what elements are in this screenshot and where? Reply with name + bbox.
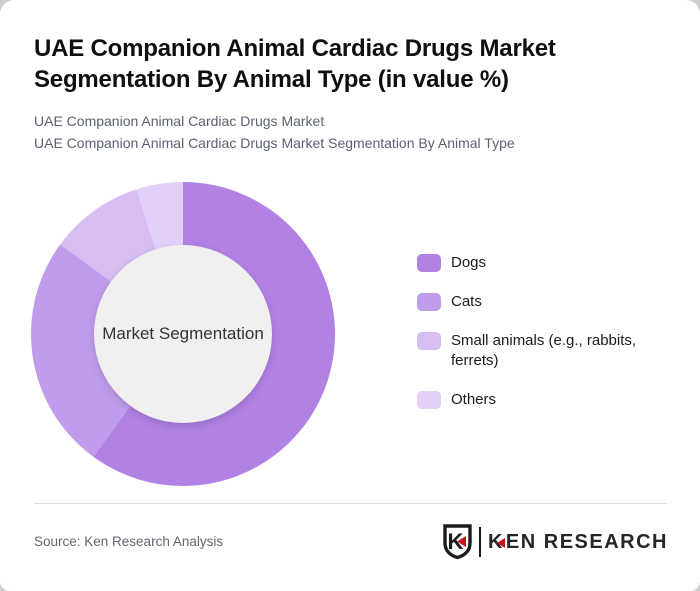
subtitle-line-1: UAE Companion Animal Cardiac Drugs Marke… (34, 113, 325, 129)
legend-label-dogs: Dogs (451, 254, 487, 271)
legend-item-small-animals: Small animals (e.g., rabbits, ferrets) (417, 331, 657, 371)
donut-center-label: Market Segmentation (102, 324, 264, 343)
footer-divider (34, 503, 667, 504)
svg-text:K: K (448, 529, 464, 554)
legend-item-cats: Cats (417, 292, 657, 312)
legend-swatch-dogs (417, 254, 441, 272)
donut-hole: Market Segmentation (94, 245, 272, 423)
logo-separator (478, 527, 481, 557)
logo-red-triangle-icon (496, 538, 505, 548)
ken-research-shield-icon: K (443, 524, 472, 560)
legend-label-others: Others (451, 391, 497, 408)
legend-swatch-small-animals (417, 332, 441, 350)
page-title: UAE Companion Animal Cardiac Drugs Marke… (34, 35, 556, 93)
chart-subtitle: UAE Companion Animal Cardiac Drugs Marke… (34, 110, 674, 154)
donut-chart-container: Market Segmentation (31, 182, 335, 486)
legend-item-dogs: Dogs (417, 253, 657, 273)
legend-swatch-others (417, 391, 441, 409)
logo-word-rest: EN RESEARCH (505, 530, 668, 553)
ken-research-logo: K K EN RESEARCH (442, 523, 668, 561)
legend-label-small-animals: Small animals (e.g., rabbits, ferrets) (451, 332, 637, 369)
logo-wordmark: K EN RESEARCH (488, 531, 668, 554)
subtitle-line-2: UAE Companion Animal Cardiac Drugs Marke… (34, 135, 515, 151)
legend-swatch-cats (417, 293, 441, 311)
legend-label-cats: Cats (451, 293, 482, 310)
legend-item-others: Others (417, 390, 657, 410)
source-note: Source: Ken Research Analysis (34, 534, 224, 549)
chart-legend: Dogs Cats Small animals (e.g., rabbits, … (417, 253, 657, 410)
